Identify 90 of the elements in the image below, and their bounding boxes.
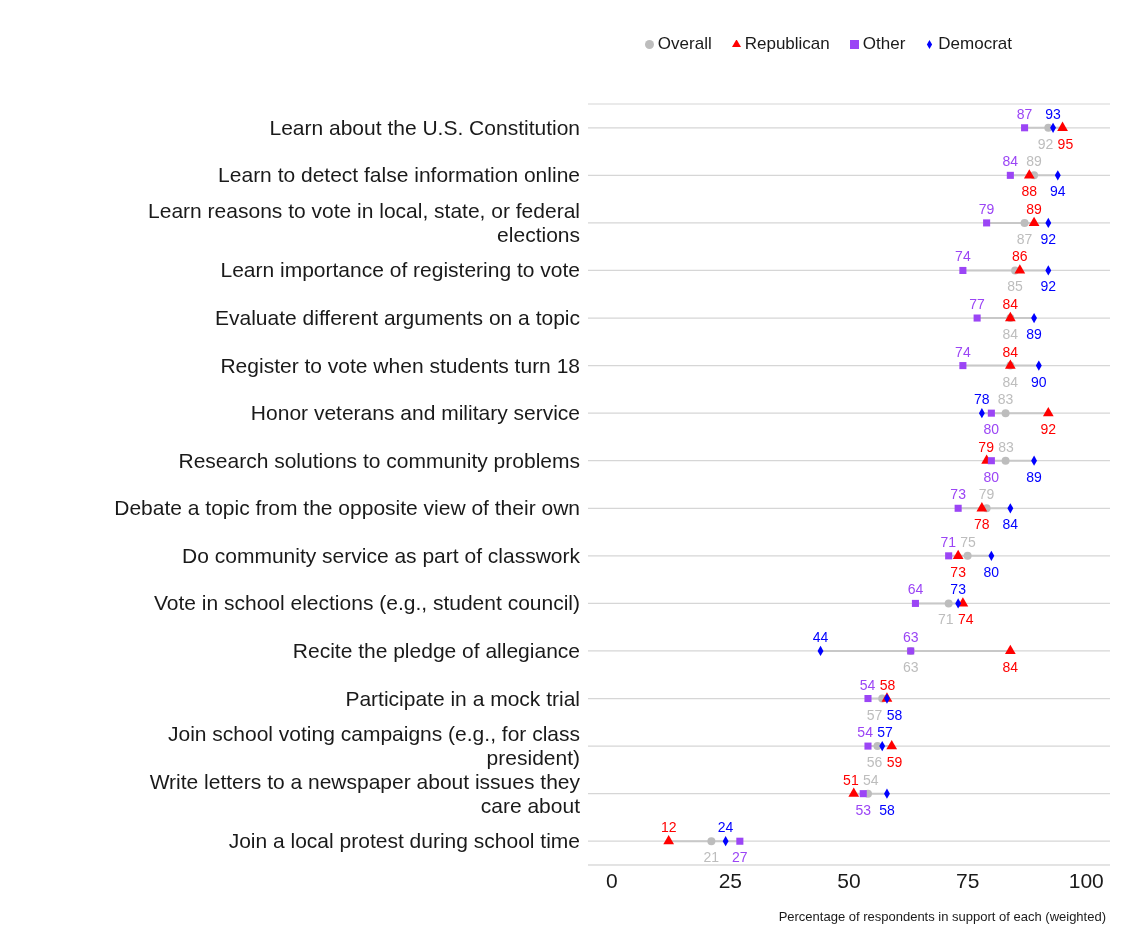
data-label: 85 <box>1007 278 1024 295</box>
data-label: 89 <box>1026 326 1043 343</box>
data-label: 84 <box>1002 296 1019 313</box>
x-tick-label: 0 <box>605 868 618 892</box>
legend-label: Other <box>862 34 906 53</box>
data-label: 74 <box>955 343 971 360</box>
data-label: 58 <box>879 676 896 693</box>
data-label: 87 <box>1016 230 1033 247</box>
data-label: 93 <box>1045 105 1062 122</box>
data-label: 79 <box>978 200 995 217</box>
data-label: 54 <box>863 771 879 788</box>
data-label: 58 <box>886 706 903 723</box>
data-label: 84 <box>1002 343 1019 360</box>
x-axis-title: Percentage of respondents in support of each (weighted) <box>778 909 1106 924</box>
data-label: 58 <box>879 801 895 818</box>
data-label: 92 <box>1040 421 1057 438</box>
data-label: 84 <box>1002 373 1019 390</box>
legend-label: Democrat <box>938 34 1012 53</box>
data-label: 79 <box>978 486 995 503</box>
y-tick-label: Learn about the U.S. Constitution <box>269 115 580 139</box>
y-tick-label: Join a local protest during school time <box>228 829 580 853</box>
data-label: 89 <box>1026 200 1043 217</box>
data-label: 63 <box>902 658 919 675</box>
data-label: 95 <box>1057 135 1074 152</box>
data-label: 89 <box>1026 153 1043 170</box>
data-label: 80 <box>983 563 1000 580</box>
y-tick-label: Debate a topic from the opposite view of their own <box>114 496 580 520</box>
y-tick-label: Join school voting campaigns (e.g., for class president) <box>167 722 580 770</box>
y-tick-label: Participate in a mock trial <box>345 686 580 710</box>
data-label: 54 <box>859 676 876 693</box>
data-label: 92 <box>1040 230 1057 247</box>
data-label: 56 <box>866 754 883 771</box>
data-label: 24 <box>717 819 734 836</box>
data-label: 73 <box>950 563 967 580</box>
data-label: 59 <box>886 754 903 771</box>
data-label: 86 <box>1012 248 1028 265</box>
data-label: 92 <box>1037 135 1054 152</box>
data-label: 80 <box>983 421 1000 438</box>
y-tick-label: Do community service as part of classwork <box>182 543 581 567</box>
data-label: 71 <box>938 611 954 628</box>
y-tick-label: Vote in school elections (e.g., student council) <box>153 591 580 615</box>
y-tick-label: Register to vote when students turn 18 <box>220 353 580 377</box>
data-label: 80 <box>983 468 1000 485</box>
data-label: 94 <box>1050 183 1066 200</box>
data-label: 53 <box>855 801 872 818</box>
y-tick-label: Recite the pledge of allegiance <box>292 638 580 662</box>
data-label: 75 <box>960 533 977 550</box>
data-label: 54 <box>857 724 874 741</box>
data-label: 83 <box>997 391 1014 408</box>
data-label: 78 <box>974 516 990 533</box>
data-label: 79 <box>978 438 995 455</box>
y-tick-label: Write letters to a newspaper about issues they care about <box>149 769 581 817</box>
data-label: 92 <box>1040 278 1057 295</box>
legend-label: Overall <box>657 34 712 53</box>
data-label: 71 <box>940 533 957 550</box>
data-label: 87 <box>1016 105 1033 122</box>
data-label: 44 <box>812 628 829 645</box>
data-label: 84 <box>1002 326 1019 343</box>
data-label: 12 <box>660 819 677 836</box>
data-label: 27 <box>732 849 748 866</box>
data-label: 51 <box>843 771 859 788</box>
data-label: 74 <box>957 611 974 628</box>
data-label: 64 <box>907 581 924 598</box>
data-label: 74 <box>955 248 971 265</box>
data-label: 73 <box>950 581 967 598</box>
data-label: 57 <box>866 706 883 723</box>
data-label: 78 <box>974 391 990 408</box>
y-tick-label: Honor veterans and military service <box>250 401 580 425</box>
y-tick-label: Learn reasons to vote in local, state, or federal elections <box>148 198 580 246</box>
y-tick-label: Learn to detect false information online <box>218 163 580 187</box>
data-label: 84 <box>1002 516 1019 533</box>
data-label: 84 <box>1002 153 1019 170</box>
x-tick-label: 25 <box>718 868 743 892</box>
x-tick-label: 75 <box>955 868 980 892</box>
data-label: 83 <box>998 438 1015 455</box>
data-label: 84 <box>1002 658 1019 675</box>
data-label: 88 <box>1021 183 1038 200</box>
x-tick-label: 100 <box>1068 868 1104 892</box>
data-label: 89 <box>1026 468 1043 485</box>
y-tick-label: Research solutions to community problems <box>178 448 580 472</box>
data-label: 90 <box>1031 373 1047 390</box>
data-label: 73 <box>950 486 967 503</box>
legend-label: Republican <box>744 34 830 53</box>
x-tick-label: 50 <box>837 868 861 892</box>
data-label: 77 <box>969 296 986 313</box>
y-tick-label: Learn importance of registering to vote <box>220 258 580 282</box>
data-label: 57 <box>877 724 894 741</box>
y-tick-label: Evaluate different arguments on a topic <box>214 306 580 330</box>
data-label: 21 <box>703 849 720 866</box>
data-label: 63 <box>902 628 919 645</box>
